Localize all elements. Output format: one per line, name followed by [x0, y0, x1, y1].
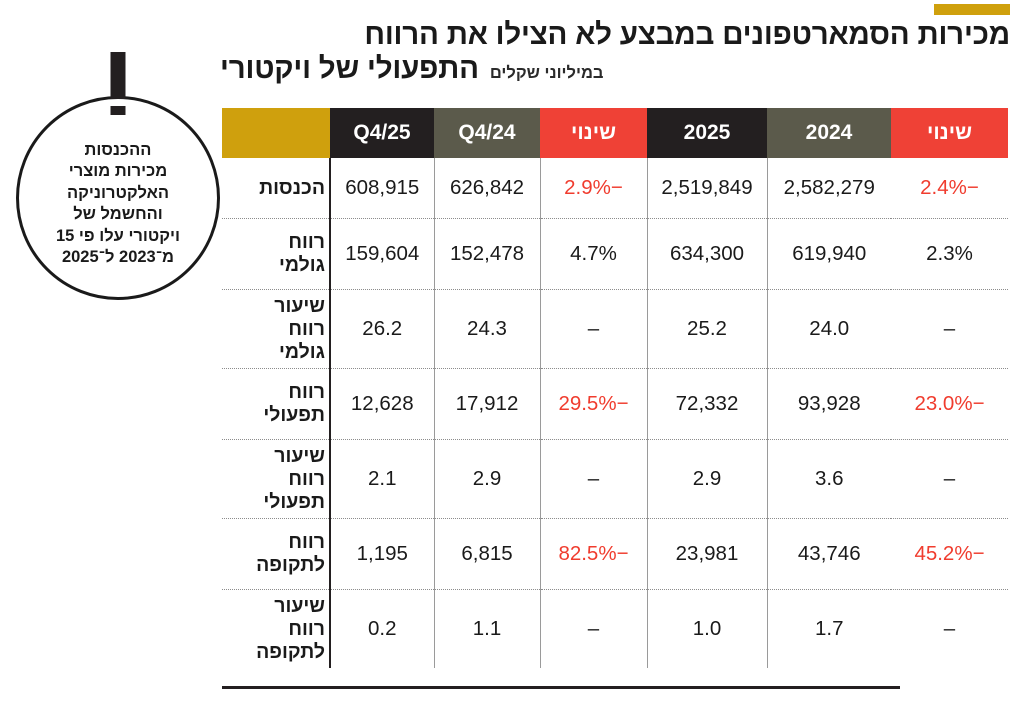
callout-text: ההכנסות מכירות מוצרי האלקטרוניקה והחשמל …	[55, 141, 181, 267]
cell-change-quarter: –	[539, 289, 647, 369]
title-subtitle-row: התפעולי של ויקטורי במיליוני שקלים	[220, 52, 1010, 85]
cell-q4-25: 26.2	[329, 289, 434, 369]
cell-q4-25: 159,604	[329, 218, 434, 290]
row-label: רווח תפעולי	[222, 368, 331, 440]
cell-2024: 24.0	[766, 289, 891, 369]
cell-q4-24: 1.1	[433, 589, 540, 668]
row-label: רווח לתקופה	[222, 518, 331, 590]
cell-q4-24: 24.3	[433, 289, 540, 369]
cell-change-yearly: –	[891, 439, 1008, 519]
cell-2024: 3.6	[766, 439, 891, 519]
table-row: −23.0% 93,928 72,332 −29.5% 17,912 12,62…	[222, 368, 1008, 440]
units-subtitle: במיליוני שקלים	[489, 64, 604, 83]
cell-change-quarter: −29.5%	[539, 368, 647, 440]
cell-2025: 25.2	[646, 289, 767, 369]
cell-2024: 93,928	[766, 368, 891, 440]
cell-change-quarter: −82.5%	[539, 518, 647, 590]
table-row: 2.3% 619,940 634,300 4.7% 152,478 159,60…	[222, 218, 1008, 290]
table-header: שינוי 2024 2025 שינוי Q4/24 Q4/25	[222, 108, 1008, 158]
table-body: −2.4% 2,582,279 2,519,849 −2.9% 626,842 …	[222, 158, 1008, 668]
cell-change-yearly: 2.3%	[891, 218, 1008, 290]
cell-2025: 2.9	[646, 439, 767, 519]
cell-2024: 43,746	[766, 518, 891, 590]
cell-2025: 634,300	[646, 218, 767, 290]
table-row: −2.4% 2,582,279 2,519,849 −2.9% 626,842 …	[222, 158, 1008, 219]
cell-q4-25: 608,915	[329, 158, 434, 219]
row-label: שיעור רווח תפעולי	[222, 439, 331, 519]
page-title-line-2: התפעולי של ויקטורי	[220, 52, 479, 86]
cell-q4-25: 2.1	[329, 439, 434, 519]
row-label: שיעור רווח לתקופה	[222, 589, 331, 668]
column-header-q4-24[interactable]: Q4/24	[434, 108, 540, 158]
table-header-row: שינוי 2024 2025 שינוי Q4/24 Q4/25	[222, 108, 1008, 158]
cell-q4-24: 17,912	[433, 368, 540, 440]
exclamation-dot	[110, 106, 126, 115]
cell-q4-24: 152,478	[433, 218, 540, 290]
cell-q4-25: 12,628	[329, 368, 434, 440]
cell-q4-24: 2.9	[433, 439, 540, 519]
exclamation-icon	[110, 52, 126, 115]
top-gold-rule	[934, 4, 1010, 15]
column-header-2024[interactable]: 2024	[767, 108, 891, 158]
column-header-row-label	[222, 108, 330, 158]
cell-q4-24: 6,815	[433, 518, 540, 590]
row-label: הכנסות	[222, 158, 331, 219]
cell-change-yearly: −45.2%	[891, 518, 1008, 590]
row-label: שיעור רווח גולמי	[222, 289, 331, 369]
cell-change-quarter: 4.7%	[539, 218, 647, 290]
page-title-line-1: מכירות הסמארטפונים במבצע לא הצילו את הרו…	[364, 18, 1010, 51]
column-header-change-yearly[interactable]: שינוי	[891, 108, 1008, 158]
cell-q4-24: 626,842	[433, 158, 540, 219]
cell-2025: 1.0	[646, 589, 767, 668]
cell-2024: 1.7	[766, 589, 891, 668]
financial-table: שינוי 2024 2025 שינוי Q4/24 Q4/25 −2.4% …	[222, 108, 1008, 668]
cell-change-quarter: –	[539, 439, 647, 519]
cell-q4-25: 1,195	[329, 518, 434, 590]
cell-change-yearly: −2.4%	[891, 158, 1008, 219]
table-row: – 24.0 25.2 – 24.3 26.2 שיעור רווח גולמי	[222, 289, 1008, 369]
column-header-change-quarter[interactable]: שינוי	[540, 108, 647, 158]
cell-change-yearly: −23.0%	[891, 368, 1008, 440]
column-header-2025[interactable]: 2025	[647, 108, 767, 158]
cell-2024: 619,940	[766, 218, 891, 290]
headline-block: מכירות הסמארטפונים במבצע לא הצילו את הרו…	[220, 18, 1010, 85]
cell-change-yearly: –	[891, 289, 1008, 369]
callout-badge: ההכנסות מכירות מוצרי האלקטרוניקה והחשמל …	[16, 52, 220, 300]
table-row: – 1.7 1.0 – 1.1 0.2 שיעור רווח לתקופה	[222, 589, 1008, 668]
exclamation-bar	[110, 52, 126, 99]
column-header-q4-25[interactable]: Q4/25	[330, 108, 434, 158]
cell-change-quarter: –	[539, 589, 647, 668]
cell-q4-25: 0.2	[329, 589, 434, 668]
table-row: −45.2% 43,746 23,981 −82.5% 6,815 1,195 …	[222, 518, 1008, 590]
cell-2024: 2,582,279	[766, 158, 891, 219]
cell-change-quarter: −2.9%	[539, 158, 647, 219]
row-label: רווח גולמי	[222, 218, 331, 290]
cell-2025: 23,981	[646, 518, 767, 590]
financial-table-wrapper: שינוי 2024 2025 שינוי Q4/24 Q4/25 −2.4% …	[222, 108, 1008, 689]
table-row: – 3.6 2.9 – 2.9 2.1 שיעור רווח תפעולי	[222, 439, 1008, 519]
cell-2025: 2,519,849	[646, 158, 767, 219]
table-bottom-rule	[222, 686, 900, 689]
cell-change-yearly: –	[891, 589, 1008, 668]
cell-2025: 72,332	[646, 368, 767, 440]
